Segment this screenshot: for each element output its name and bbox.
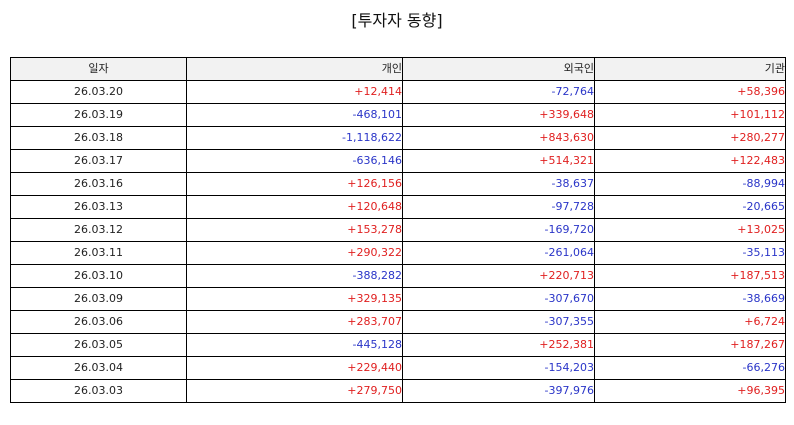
- cell-date: 26.03.11: [10, 241, 187, 265]
- cell-date: 26.03.18: [10, 126, 187, 150]
- cell-date: 26.03.17: [10, 149, 187, 173]
- table-row: 26.03.12 +153,278 -169,720 +13,025: [10, 218, 786, 242]
- cell-foreign: +252,381: [402, 333, 595, 357]
- cell-date: 26.03.13: [10, 195, 187, 219]
- cell-date: 26.03.16: [10, 172, 187, 196]
- cell-foreign: -261,064: [402, 241, 595, 265]
- investor-trend-table: 일자 개인 외국인 기관 26.03.20 +12,414 -72,764 +58,3…: [10, 57, 786, 403]
- cell-individual: +12,414: [186, 80, 403, 104]
- table-row: 26.03.20 +12,414 -72,764 +58,396: [10, 80, 786, 104]
- cell-date: 26.03.05: [10, 333, 187, 357]
- cell-institution: +122,483: [594, 149, 786, 173]
- cell-foreign: -38,637: [402, 172, 595, 196]
- header-individual: 개인: [186, 57, 403, 81]
- cell-individual: -388,282: [186, 264, 403, 288]
- cell-institution: +187,267: [594, 333, 786, 357]
- cell-date: 26.03.19: [10, 103, 187, 127]
- cell-individual: -468,101: [186, 103, 403, 127]
- header-date: 일자: [10, 57, 187, 81]
- cell-date: 26.03.10: [10, 264, 187, 288]
- table-row: 26.03.18 -1,118,622 +843,630 +280,277: [10, 126, 786, 150]
- cell-foreign: -97,728: [402, 195, 595, 219]
- cell-institution: +280,277: [594, 126, 786, 150]
- cell-individual: +229,440: [186, 356, 403, 380]
- cell-individual: +329,135: [186, 287, 403, 311]
- cell-individual: +283,707: [186, 310, 403, 334]
- table-row: 26.03.16 +126,156 -38,637 -88,994: [10, 172, 786, 196]
- table-row: 26.03.06 +283,707 -307,355 +6,724: [10, 310, 786, 334]
- table-row: 26.03.04 +229,440 -154,203 -66,276: [10, 356, 786, 380]
- cell-date: 26.03.03: [10, 379, 187, 403]
- cell-date: 26.03.06: [10, 310, 187, 334]
- table-row: 26.03.05 -445,128 +252,381 +187,267: [10, 333, 786, 357]
- cell-individual: +279,750: [186, 379, 403, 403]
- cell-foreign: -397,976: [402, 379, 595, 403]
- table-row: 26.03.17 -636,146 +514,321 +122,483: [10, 149, 786, 173]
- cell-institution: -66,276: [594, 356, 786, 380]
- cell-date: 26.03.04: [10, 356, 187, 380]
- cell-institution: +13,025: [594, 218, 786, 242]
- cell-foreign: +843,630: [402, 126, 595, 150]
- table-header-row: 일자 개인 외국인 기관: [10, 57, 786, 81]
- cell-institution: -20,665: [594, 195, 786, 219]
- cell-foreign: +339,648: [402, 103, 595, 127]
- cell-institution: +96,395: [594, 379, 786, 403]
- table-row: 26.03.10 -388,282 +220,713 +187,513: [10, 264, 786, 288]
- cell-individual: -636,146: [186, 149, 403, 173]
- cell-institution: +101,112: [594, 103, 786, 127]
- cell-date: 26.03.20: [10, 80, 187, 104]
- table-row: 26.03.09 +329,135 -307,670 -38,669: [10, 287, 786, 311]
- cell-individual: +120,648: [186, 195, 403, 219]
- cell-institution: +187,513: [594, 264, 786, 288]
- cell-foreign: -72,764: [402, 80, 595, 104]
- cell-foreign: -154,203: [402, 356, 595, 380]
- page-title: [투자자 동향]: [351, 11, 443, 30]
- cell-foreign: +220,713: [402, 264, 595, 288]
- cell-institution: +58,396: [594, 80, 786, 104]
- cell-foreign: -307,355: [402, 310, 595, 334]
- table-row: 26.03.13 +120,648 -97,728 -20,665: [10, 195, 786, 219]
- table-row: 26.03.19 -468,101 +339,648 +101,112: [10, 103, 786, 127]
- table-row: 26.03.11 +290,322 -261,064 -35,113: [10, 241, 786, 265]
- cell-institution: +6,724: [594, 310, 786, 334]
- cell-individual: -445,128: [186, 333, 403, 357]
- cell-foreign: -169,720: [402, 218, 595, 242]
- cell-foreign: -307,670: [402, 287, 595, 311]
- table-row: 26.03.03 +279,750 -397,976 +96,395: [10, 379, 786, 403]
- cell-individual: +126,156: [186, 172, 403, 196]
- header-foreign: 외국인: [402, 57, 595, 81]
- cell-date: 26.03.09: [10, 287, 187, 311]
- cell-institution: -38,669: [594, 287, 786, 311]
- cell-institution: -88,994: [594, 172, 786, 196]
- header-institution: 기관: [594, 57, 786, 81]
- cell-foreign: +514,321: [402, 149, 595, 173]
- cell-institution: -35,113: [594, 241, 786, 265]
- cell-date: 26.03.12: [10, 218, 187, 242]
- cell-individual: -1,118,622: [186, 126, 403, 150]
- cell-individual: +290,322: [186, 241, 403, 265]
- cell-individual: +153,278: [186, 218, 403, 242]
